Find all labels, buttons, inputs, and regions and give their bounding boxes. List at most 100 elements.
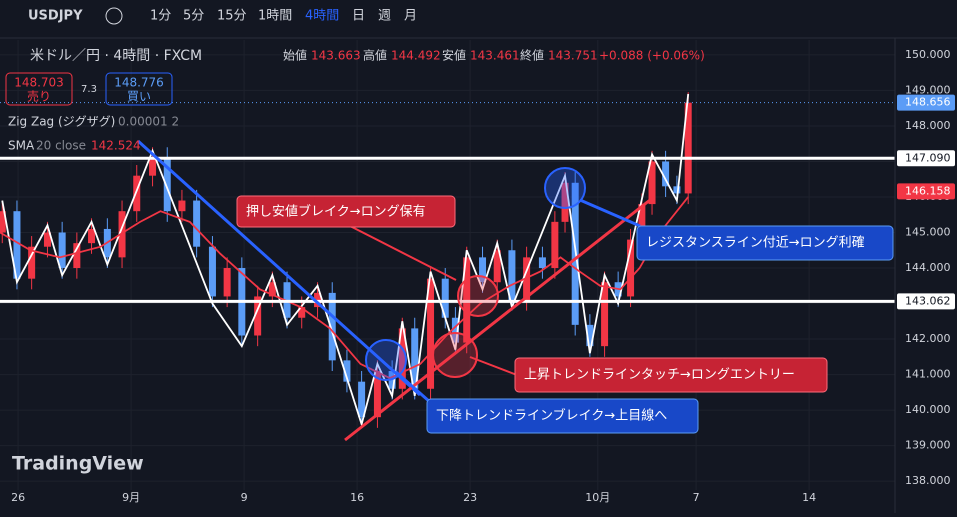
sell-label[interactable]: 売り (27, 89, 51, 104)
y-tick-label: 148.000 (905, 119, 951, 132)
interval[interactable]: 1時間 (258, 9, 292, 24)
annotation: 下降トレンドラインブレイク→上目線へ (436, 408, 667, 424)
connector (579, 198, 641, 228)
watermark: TradingView (12, 453, 144, 475)
candle-body (627, 239, 635, 297)
candle-body (441, 278, 449, 318)
annotation-box (236, 195, 456, 228)
connector (395, 370, 431, 404)
y-tick-label: 144.000 (905, 261, 951, 274)
x-tick-label: 9 (241, 491, 248, 504)
candle-body (451, 317, 459, 343)
interval[interactable]: 週 (378, 9, 391, 24)
candle-body (538, 257, 546, 269)
interval[interactable]: 月 (404, 9, 417, 24)
candle-body (561, 182, 569, 222)
legend-label: 安値 (442, 48, 466, 63)
candle-body (551, 221, 559, 269)
price-tag-label: 147.090 (905, 151, 951, 164)
price-tag (897, 94, 955, 111)
symbol[interactable]: USDJPY (28, 9, 83, 24)
legend-value: 143.751 (548, 49, 598, 63)
legend-label: 高値 (363, 48, 387, 63)
interval[interactable]: 1分 (150, 9, 171, 24)
candle-body (223, 268, 231, 297)
x-tick-label: 16 (350, 491, 364, 504)
candle-body (208, 246, 216, 297)
legend-label: 終値 (520, 48, 544, 63)
annotation-box (636, 225, 894, 261)
buy-price[interactable]: 148.776 (114, 76, 164, 90)
sell-price[interactable]: 148.703 (14, 76, 64, 90)
candle-body (662, 161, 670, 187)
candle-body (586, 324, 594, 347)
y-tick-label: 140.000 (905, 403, 951, 416)
uptrend-line (344, 198, 651, 442)
sell-button[interactable] (5, 72, 73, 106)
candle-body (373, 371, 381, 418)
interval[interactable]: 日 (352, 9, 365, 24)
candle-body (427, 278, 435, 389)
candle-body (43, 232, 51, 247)
x-tick-label: 23 (463, 491, 477, 504)
interval[interactable]: 5分 (183, 9, 204, 24)
candle-body (343, 360, 351, 382)
candle-body (178, 200, 186, 212)
candle-body (479, 257, 487, 283)
legend-value: 144.492 (391, 49, 441, 63)
annotation-box (514, 357, 828, 393)
y-tick-label: 145.000 (905, 226, 951, 239)
indicator-line (0, 196, 689, 380)
interval[interactable]: 15分 (217, 9, 247, 24)
candle-body (28, 246, 36, 279)
candle-body (58, 232, 66, 269)
downtrend-line (136, 139, 422, 397)
candle-body (193, 200, 201, 247)
circle (432, 332, 478, 378)
candle-body (358, 381, 366, 418)
candle-body (601, 282, 609, 347)
indicator-line (1, 93, 690, 428)
y-axis-bg (895, 38, 957, 513)
indicator-params: 20 close (36, 139, 86, 153)
indicator-value: 142.524 (91, 139, 141, 153)
candle-body (328, 292, 336, 361)
x-tick-label: 26 (11, 491, 25, 504)
candle-body (149, 157, 157, 176)
candle-body (298, 307, 306, 318)
candle-body (133, 175, 141, 212)
annotation-box (426, 398, 699, 434)
candle-body (13, 211, 21, 279)
candle-body (638, 204, 646, 240)
legend-label: 始値 (283, 48, 307, 63)
y-tick-label: 150.000 (905, 48, 951, 61)
candle-body (0, 211, 6, 233)
connector (469, 356, 518, 376)
y-tick-label: 138.000 (905, 474, 951, 487)
candle-body (493, 250, 501, 283)
candle-body (118, 211, 126, 258)
buy-button[interactable] (105, 72, 173, 106)
annotation: レジスタンスライン付近→ロング利確 (646, 235, 865, 251)
indicator-params: 0.00001 2 (118, 115, 179, 129)
x-tick-label: 10月 (585, 491, 610, 504)
circle (365, 339, 407, 381)
price-tag (897, 293, 955, 310)
interval[interactable]: 4時間 (305, 9, 339, 24)
candle-body (411, 328, 419, 389)
x-tick-label: 9月 (122, 491, 140, 504)
x-tick-label: 7 (693, 491, 700, 504)
price-tag-label: 148.656 (905, 96, 951, 109)
buy-label[interactable]: 買い (127, 90, 151, 104)
add-button[interactable] (105, 7, 123, 25)
indicator-name: SMA (8, 139, 35, 153)
price-tag-label: 143.062 (905, 294, 951, 307)
circle (457, 275, 499, 317)
legend-change: +0.088 (+0.06%) (599, 49, 705, 63)
y-tick-label: 141.000 (905, 368, 951, 381)
spread: 7.3 (81, 84, 97, 95)
candle-body (254, 296, 262, 336)
candle-body (508, 250, 516, 300)
